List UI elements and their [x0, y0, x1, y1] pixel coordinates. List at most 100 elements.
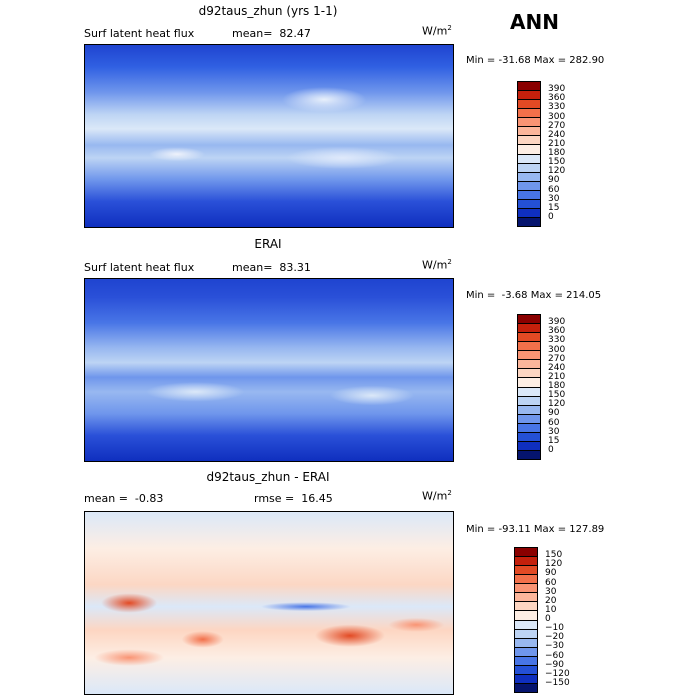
- colorbar-tick-label: 10: [545, 604, 557, 615]
- colorbar-swatch: [515, 575, 537, 585]
- colorbar-tick-label: 120: [548, 399, 566, 410]
- colorbar-swatch: [518, 208, 540, 218]
- colorbar-tick-label: −30: [545, 641, 564, 652]
- colorbar-swatch: [515, 629, 537, 639]
- panel1-title: d92taus_zhun (yrs 1-1): [198, 4, 338, 18]
- colorbar-swatch: [518, 154, 540, 164]
- colorbar-swatch: [515, 638, 537, 648]
- panel2-field-label: Surf latent heat flux: [84, 261, 195, 274]
- colorbar-tick-label: 180: [548, 148, 566, 158]
- colorbar-tick-label: 0: [548, 444, 554, 455]
- colorbar-swatch: [515, 584, 537, 594]
- colorbar-tick-label: 150: [548, 157, 566, 168]
- colorbar-swatch: [518, 190, 540, 200]
- panel3-title: d92taus_zhun - ERAI: [206, 470, 330, 484]
- colorbar-swatch: [518, 405, 540, 415]
- colorbar-swatch: [518, 441, 540, 451]
- colorbar-tick-label: 60: [545, 577, 557, 588]
- panel2-units: W/m2: [422, 258, 452, 272]
- panel1-map: [84, 44, 454, 228]
- colorbar-swatch: [518, 360, 540, 370]
- colorbar-swatch: [518, 181, 540, 191]
- colorbar-swatch: [518, 414, 540, 424]
- colorbar-swatch: [518, 100, 540, 110]
- colorbar-tick-label: 120: [548, 166, 566, 177]
- colorbar-swatch: [518, 423, 540, 433]
- colorbar-swatch: [518, 118, 540, 128]
- colorbar-tick-label: 90: [548, 175, 560, 186]
- colorbar-swatch: [518, 127, 540, 137]
- colorbar-tick-label: 30: [548, 426, 560, 437]
- colorbar-swatch: [515, 683, 537, 692]
- colorbar-tick-label: −10: [545, 623, 564, 634]
- colorbar-swatch: [518, 199, 540, 209]
- colorbar-tick-label: 330: [548, 102, 566, 113]
- panel3-mean-label: mean = -0.83: [84, 492, 164, 505]
- colorbar-tick-label: 300: [548, 111, 566, 122]
- colorbar-swatch: [515, 611, 537, 621]
- colorbar-swatch: [518, 333, 540, 343]
- colorbar-tick-label: 240: [548, 129, 566, 140]
- colorbar-tick-label: 180: [548, 381, 566, 391]
- colorbar-tick-label: 60: [548, 417, 560, 428]
- colorbar-swatch: [518, 315, 540, 325]
- panel2-title: ERAI: [254, 237, 282, 251]
- colorbar-tick-label: −120: [545, 668, 570, 679]
- colorbar-tick-label: 210: [548, 138, 566, 149]
- colorbar-tick-label: 150: [548, 390, 566, 401]
- colorbar-swatch: [515, 647, 537, 657]
- colorbar-tick-label: 330: [548, 335, 566, 346]
- colorbar-tick-label: 20: [545, 595, 557, 606]
- colorbar-swatch: [518, 136, 540, 146]
- colorbar-tick-label: 210: [548, 371, 566, 382]
- colorbar-swatch: [518, 369, 540, 379]
- colorbar-tick-label: 0: [545, 614, 551, 624]
- colorbar-tick-label: 0: [548, 211, 554, 222]
- colorbar-swatch: [518, 342, 540, 352]
- panel2-colorbar: [517, 314, 541, 460]
- colorbar-tick-label: 300: [548, 344, 566, 355]
- colorbar-swatch: [518, 351, 540, 361]
- colorbar-tick-label: 30: [548, 193, 560, 204]
- colorbar-tick-label: 60: [548, 184, 560, 195]
- season-label: ANN: [510, 10, 559, 34]
- colorbar-swatch: [515, 566, 537, 576]
- colorbar-swatch: [518, 324, 540, 334]
- colorbar-swatch: [518, 109, 540, 119]
- colorbar-swatch: [518, 432, 540, 442]
- colorbar-swatch: [515, 656, 537, 666]
- panel1-colorbar-labels: 390 360 330 300 270 240 210 180 150 120 90 60 30 15 0: [548, 81, 588, 227]
- colorbar-swatch: [518, 91, 540, 101]
- panel1-field-label: Surf latent heat flux: [84, 27, 195, 40]
- colorbar-tick-label: 90: [548, 408, 560, 419]
- panel3-map: [84, 511, 454, 695]
- panel1-units: W/m2: [422, 24, 452, 38]
- colorbar-swatch: [515, 602, 537, 612]
- colorbar-tick-label: 15: [548, 202, 560, 213]
- colorbar-swatch: [518, 450, 540, 459]
- colorbar-tick-label: −150: [545, 677, 570, 688]
- colorbar-tick-label: 270: [548, 120, 566, 131]
- colorbar-tick-label: −60: [545, 650, 564, 661]
- panel3-minmax: Min = -93.11 Max = 127.89: [466, 524, 605, 535]
- colorbar-swatch: [518, 378, 540, 388]
- colorbar-tick-label: 390: [548, 317, 566, 328]
- colorbar-swatch: [518, 163, 540, 173]
- colorbar-tick-label: −90: [545, 659, 564, 670]
- panel3-colorbar: [514, 547, 538, 693]
- colorbar-tick-label: 15: [548, 435, 560, 446]
- colorbar-swatch: [518, 387, 540, 397]
- colorbar-tick-label: −20: [545, 632, 564, 643]
- colorbar-tick-label: 30: [545, 586, 557, 597]
- colorbar-tick-label: 240: [548, 362, 566, 373]
- colorbar-swatch: [515, 665, 537, 675]
- colorbar-swatch: [515, 557, 537, 567]
- colorbar-tick-label: 360: [548, 93, 566, 104]
- panel3-rmse-label: rmse = 16.45: [254, 492, 333, 505]
- colorbar-swatch: [515, 620, 537, 630]
- colorbar-swatch: [518, 82, 540, 92]
- panel3-colorbar-labels: 150 120 90 60 30 20 10 0 −10 −20 −30 −60 −90 −120 −150: [545, 547, 585, 693]
- colorbar-swatch: [518, 145, 540, 155]
- panel2-map: [84, 278, 454, 462]
- colorbar-swatch: [518, 396, 540, 406]
